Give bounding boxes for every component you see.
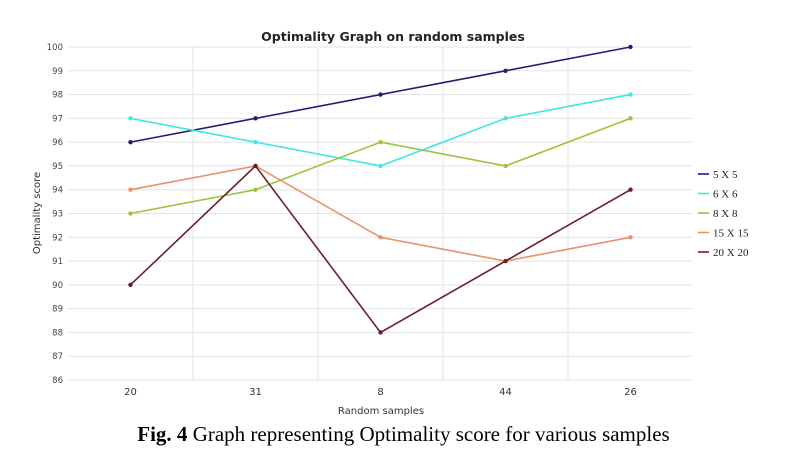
y-axis-ticks: 86 87 88 89 90 91 92 93 94 95 96 97 98 99 100 — [47, 43, 63, 386]
data-point — [378, 92, 383, 97]
data-point — [128, 139, 133, 145]
y-tick-label: 96 — [52, 138, 63, 148]
optimality-chart: Optimality Graph on random samples 86878… — [32, 29, 749, 417]
data-point — [628, 187, 633, 192]
data-point — [503, 163, 508, 169]
data-point — [128, 116, 133, 121]
figure-label: Fig. 4 — [137, 422, 188, 446]
y-tick-label: 93 — [52, 210, 63, 220]
data-point — [378, 139, 383, 145]
series-lines — [128, 44, 633, 335]
y-tick-label: 91 — [52, 257, 63, 267]
y-tick-label: 94 — [52, 186, 63, 196]
data-point — [628, 116, 633, 121]
y-tick-label: 99 — [52, 67, 63, 77]
y-tick-label: 87 — [52, 352, 63, 362]
data-point — [378, 235, 383, 240]
y-tick-label: 95 — [52, 162, 63, 172]
y-tick-label: 98 — [52, 91, 63, 101]
y-tick-label: 92 — [52, 233, 63, 243]
y-axis-label: Optimality score — [32, 172, 43, 254]
legend: 5 X 5 6 X 6 8 X 8 15 X 15 20 X 20 — [698, 169, 749, 259]
data-point — [503, 68, 508, 73]
figure-caption-text: Graph representing Optimality score for … — [187, 422, 670, 446]
x-tick-label: 44 — [499, 387, 512, 398]
grid — [68, 46, 693, 381]
y-tick-label: 90 — [52, 281, 63, 291]
x-tick-label: 8 — [377, 387, 383, 398]
data-point — [253, 139, 258, 145]
y-tick-label: 89 — [52, 305, 63, 315]
data-point — [253, 163, 258, 169]
figure-caption: Fig. 4 Graph representing Optimality sco… — [0, 422, 807, 447]
series-line — [129, 164, 631, 334]
legend-label: 20 X 20 — [713, 247, 749, 259]
data-point — [378, 163, 383, 169]
legend-label: 15 X 15 — [713, 228, 749, 240]
y-tick-label: 88 — [52, 328, 63, 338]
data-point — [378, 330, 383, 335]
x-tick-label: 20 — [124, 387, 137, 398]
data-point — [253, 116, 258, 121]
x-tick-label: 31 — [249, 387, 262, 398]
y-tick-label: 86 — [52, 376, 63, 386]
data-point — [253, 187, 258, 192]
data-point — [128, 187, 133, 192]
data-point — [628, 235, 633, 240]
data-point — [128, 211, 133, 216]
y-tick-label: 97 — [52, 114, 63, 124]
legend-label: 5 X 5 — [713, 169, 738, 181]
data-point — [503, 258, 508, 264]
x-axis-label: Random samples — [338, 406, 424, 417]
legend-label: 8 X 8 — [713, 208, 738, 220]
x-axis-ticks: 20 31 8 44 26 — [124, 387, 637, 398]
x-tick-label: 26 — [624, 387, 637, 398]
data-point — [128, 282, 133, 288]
data-point — [628, 92, 633, 97]
y-tick-label: 100 — [47, 43, 63, 53]
data-point — [503, 116, 508, 121]
legend-label: 6 X 6 — [713, 189, 738, 201]
chart-title: Optimality Graph on random samples — [261, 29, 525, 44]
data-point — [628, 44, 633, 50]
series-line — [130, 93, 631, 167]
